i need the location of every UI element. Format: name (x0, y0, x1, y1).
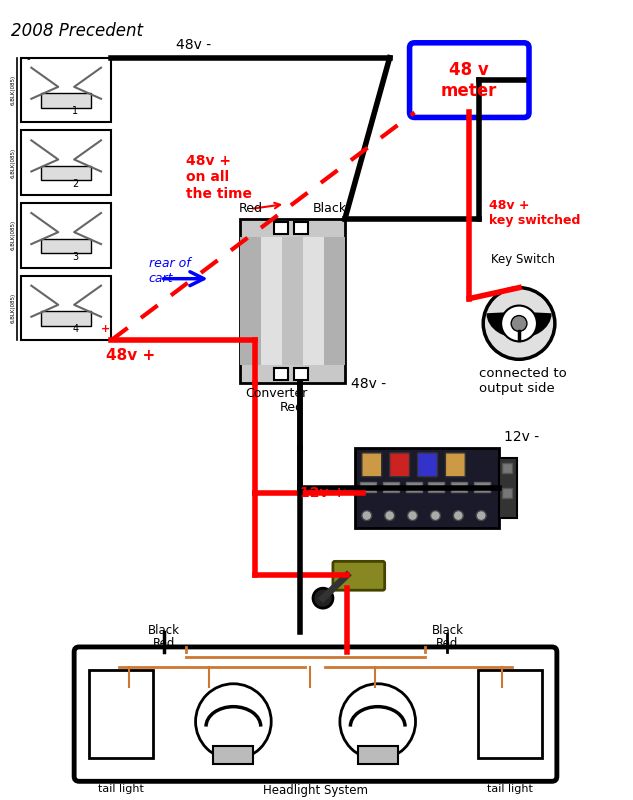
FancyBboxPatch shape (41, 238, 91, 253)
Text: Converter: Converter (246, 387, 308, 400)
Text: Black: Black (313, 202, 347, 215)
FancyBboxPatch shape (324, 237, 345, 366)
Text: 6.BLK(085): 6.BLK(085) (10, 148, 15, 178)
FancyBboxPatch shape (41, 166, 91, 180)
Text: Red: Red (153, 637, 175, 650)
FancyBboxPatch shape (499, 458, 517, 518)
Text: 2: 2 (72, 179, 78, 189)
FancyBboxPatch shape (294, 368, 308, 380)
FancyBboxPatch shape (451, 482, 467, 492)
Circle shape (483, 288, 555, 359)
Circle shape (196, 684, 271, 759)
FancyBboxPatch shape (355, 448, 499, 527)
FancyBboxPatch shape (429, 482, 444, 492)
FancyBboxPatch shape (390, 453, 410, 477)
Circle shape (313, 588, 333, 608)
Text: rear of
cart: rear of cart (149, 257, 191, 285)
FancyBboxPatch shape (294, 222, 308, 234)
Text: Key Switch: Key Switch (491, 253, 555, 266)
Text: 6.BLK(085): 6.BLK(085) (10, 75, 15, 105)
FancyBboxPatch shape (241, 237, 261, 366)
Text: 48v +: 48v + (106, 348, 155, 363)
Circle shape (511, 315, 527, 331)
FancyBboxPatch shape (474, 482, 490, 492)
Circle shape (340, 684, 415, 759)
Text: 48 v
meter: 48 v meter (441, 61, 498, 99)
Text: Red: Red (239, 202, 262, 215)
Text: 48v +
on all
the time: 48v + on all the time (185, 154, 252, 201)
FancyBboxPatch shape (479, 670, 542, 758)
Text: Red: Red (280, 401, 304, 414)
FancyBboxPatch shape (22, 276, 111, 340)
Text: 6.BLK(085): 6.BLK(085) (10, 220, 15, 250)
Circle shape (476, 510, 486, 521)
FancyBboxPatch shape (502, 463, 512, 473)
FancyBboxPatch shape (74, 647, 557, 782)
Text: 1: 1 (72, 106, 78, 117)
Text: 48v +
key switched: 48v + key switched (489, 199, 580, 227)
FancyBboxPatch shape (282, 237, 303, 366)
FancyBboxPatch shape (41, 311, 91, 326)
Circle shape (501, 306, 537, 342)
FancyBboxPatch shape (274, 222, 288, 234)
Text: Headlight System: Headlight System (263, 784, 368, 798)
FancyBboxPatch shape (303, 237, 324, 366)
FancyBboxPatch shape (22, 130, 111, 195)
FancyBboxPatch shape (446, 453, 465, 477)
Text: 6.BLK(085): 6.BLK(085) (10, 293, 15, 323)
Text: 12v -: 12v - (504, 430, 539, 444)
Text: +: + (101, 325, 110, 334)
Text: tail light: tail light (98, 784, 144, 794)
Text: 2008 Precedent: 2008 Precedent (11, 22, 144, 40)
Text: connected to
output side: connected to output side (479, 367, 567, 395)
FancyBboxPatch shape (41, 94, 91, 107)
Text: Red: Red (436, 637, 458, 650)
Circle shape (362, 510, 372, 521)
FancyBboxPatch shape (22, 58, 111, 122)
Circle shape (385, 510, 394, 521)
FancyBboxPatch shape (213, 746, 253, 764)
Text: 48v -: 48v - (176, 38, 211, 52)
Text: 4: 4 (72, 325, 78, 334)
Text: Black: Black (147, 624, 180, 637)
FancyBboxPatch shape (22, 203, 111, 268)
FancyBboxPatch shape (358, 746, 398, 764)
Circle shape (453, 510, 463, 521)
Circle shape (408, 510, 418, 521)
FancyBboxPatch shape (360, 482, 376, 492)
Circle shape (430, 510, 441, 521)
FancyBboxPatch shape (410, 42, 529, 118)
Text: 48v -: 48v - (351, 378, 386, 391)
Text: Black: Black (431, 624, 463, 637)
Text: tail light: tail light (487, 784, 533, 794)
FancyBboxPatch shape (418, 453, 437, 477)
FancyBboxPatch shape (241, 219, 345, 383)
Text: 12v +: 12v + (300, 486, 345, 500)
FancyBboxPatch shape (274, 368, 288, 380)
FancyBboxPatch shape (261, 237, 282, 366)
FancyBboxPatch shape (502, 488, 512, 498)
FancyBboxPatch shape (89, 670, 153, 758)
Text: -: - (27, 54, 30, 64)
FancyBboxPatch shape (333, 562, 385, 590)
FancyBboxPatch shape (406, 482, 422, 492)
FancyBboxPatch shape (383, 482, 399, 492)
FancyBboxPatch shape (362, 453, 382, 477)
Text: 3: 3 (72, 252, 78, 262)
